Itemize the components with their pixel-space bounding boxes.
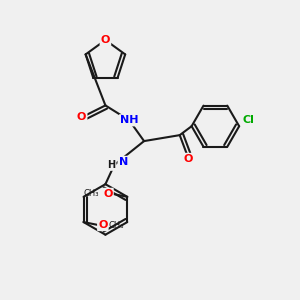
Text: CH₃: CH₃ [109,220,124,230]
Text: O: O [98,220,107,230]
Text: H: H [107,160,116,170]
Text: NH: NH [120,115,138,125]
Text: N: N [118,157,128,167]
Text: Cl: Cl [242,115,254,125]
Text: O: O [184,154,193,164]
Text: O: O [101,35,110,45]
Text: O: O [103,189,113,199]
Text: CH₃: CH₃ [84,189,99,198]
Text: O: O [77,112,86,122]
